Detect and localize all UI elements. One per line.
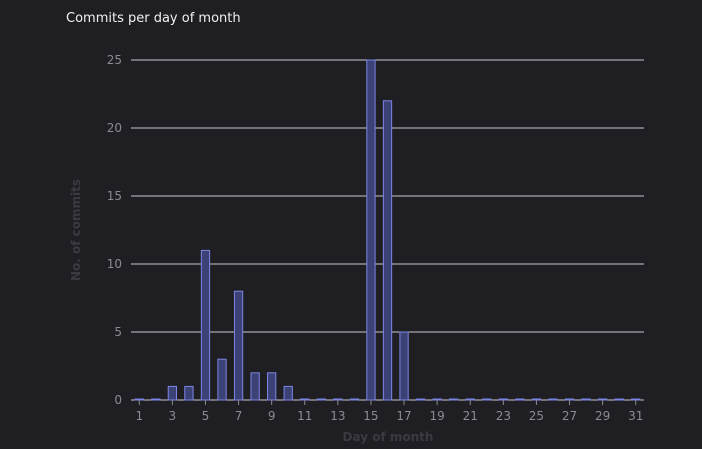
- x-tick-label: 27: [562, 409, 577, 423]
- bar-day-14[interactable]: [349, 398, 360, 401]
- bar-day-31[interactable]: [631, 398, 641, 401]
- bar-day-15[interactable]: [366, 59, 376, 401]
- x-tick-label: 11: [297, 409, 312, 423]
- bar-day-2[interactable]: [151, 398, 161, 401]
- x-tick-label: 3: [169, 409, 177, 423]
- bar-day-13[interactable]: [333, 398, 343, 401]
- bar-day-21[interactable]: [465, 398, 475, 401]
- bar-day-16[interactable]: [382, 100, 393, 401]
- bar-day-9[interactable]: [267, 372, 277, 401]
- x-axis-title: Day of month: [343, 430, 434, 444]
- bar-day-5[interactable]: [200, 249, 211, 401]
- x-tick-label: 21: [463, 409, 478, 423]
- x-axis-ticks: 1 3 5 7 9 11 13 15 17 19 21 23 25 27 29 31: [135, 400, 643, 423]
- y-tick-label: 25: [107, 53, 122, 67]
- x-tick-label: 5: [202, 409, 210, 423]
- bar-day-7[interactable]: [233, 290, 244, 401]
- bar-day-26[interactable]: [548, 398, 558, 401]
- x-tick-label: 13: [330, 409, 345, 423]
- y-tick-label: 15: [107, 189, 122, 203]
- bar-day-6[interactable]: [217, 358, 227, 401]
- chart-title: Commits per day of month: [66, 11, 241, 26]
- bar-day-8[interactable]: [250, 372, 260, 401]
- bar-day-22[interactable]: [482, 398, 492, 401]
- x-tick-label: 7: [235, 409, 243, 423]
- bars: [134, 59, 641, 401]
- x-tick-label: 17: [396, 409, 411, 423]
- bar-day-17[interactable]: [399, 331, 409, 401]
- bar-day-3[interactable]: [167, 385, 178, 401]
- bar-day-30[interactable]: [614, 398, 624, 401]
- x-tick-label: 31: [628, 409, 643, 423]
- y-axis-ticks: 0 5 10 15 20 25: [107, 53, 122, 407]
- x-tick-label: 25: [529, 409, 544, 423]
- bar-day-19[interactable]: [432, 398, 442, 401]
- bar-day-18[interactable]: [415, 398, 426, 401]
- bar-day-10[interactable]: [283, 385, 293, 401]
- bar-day-24[interactable]: [515, 398, 525, 401]
- x-tick-label: 9: [268, 409, 276, 423]
- bar-day-1[interactable]: [134, 398, 144, 401]
- x-tick-label: 1: [135, 409, 143, 423]
- bar-day-23[interactable]: [498, 398, 508, 401]
- bar-day-12[interactable]: [316, 398, 326, 401]
- y-axis-title: No. of commits: [69, 179, 83, 281]
- y-tick-label: 20: [107, 121, 122, 135]
- bar-day-20[interactable]: [449, 398, 459, 401]
- x-tick-label: 15: [363, 409, 378, 423]
- bar-day-25[interactable]: [531, 398, 542, 401]
- x-tick-label: 19: [430, 409, 445, 423]
- bar-day-29[interactable]: [597, 398, 608, 401]
- y-tick-label: 5: [114, 325, 122, 339]
- bar-day-11[interactable]: [300, 398, 310, 401]
- x-tick-label: 23: [496, 409, 511, 423]
- bar-day-28[interactable]: [581, 398, 591, 401]
- bar-day-4[interactable]: [184, 385, 194, 401]
- y-tick-label: 10: [107, 257, 122, 271]
- bar-day-27[interactable]: [564, 398, 575, 401]
- y-tick-label: 0: [114, 393, 122, 407]
- x-tick-label: 29: [595, 409, 610, 423]
